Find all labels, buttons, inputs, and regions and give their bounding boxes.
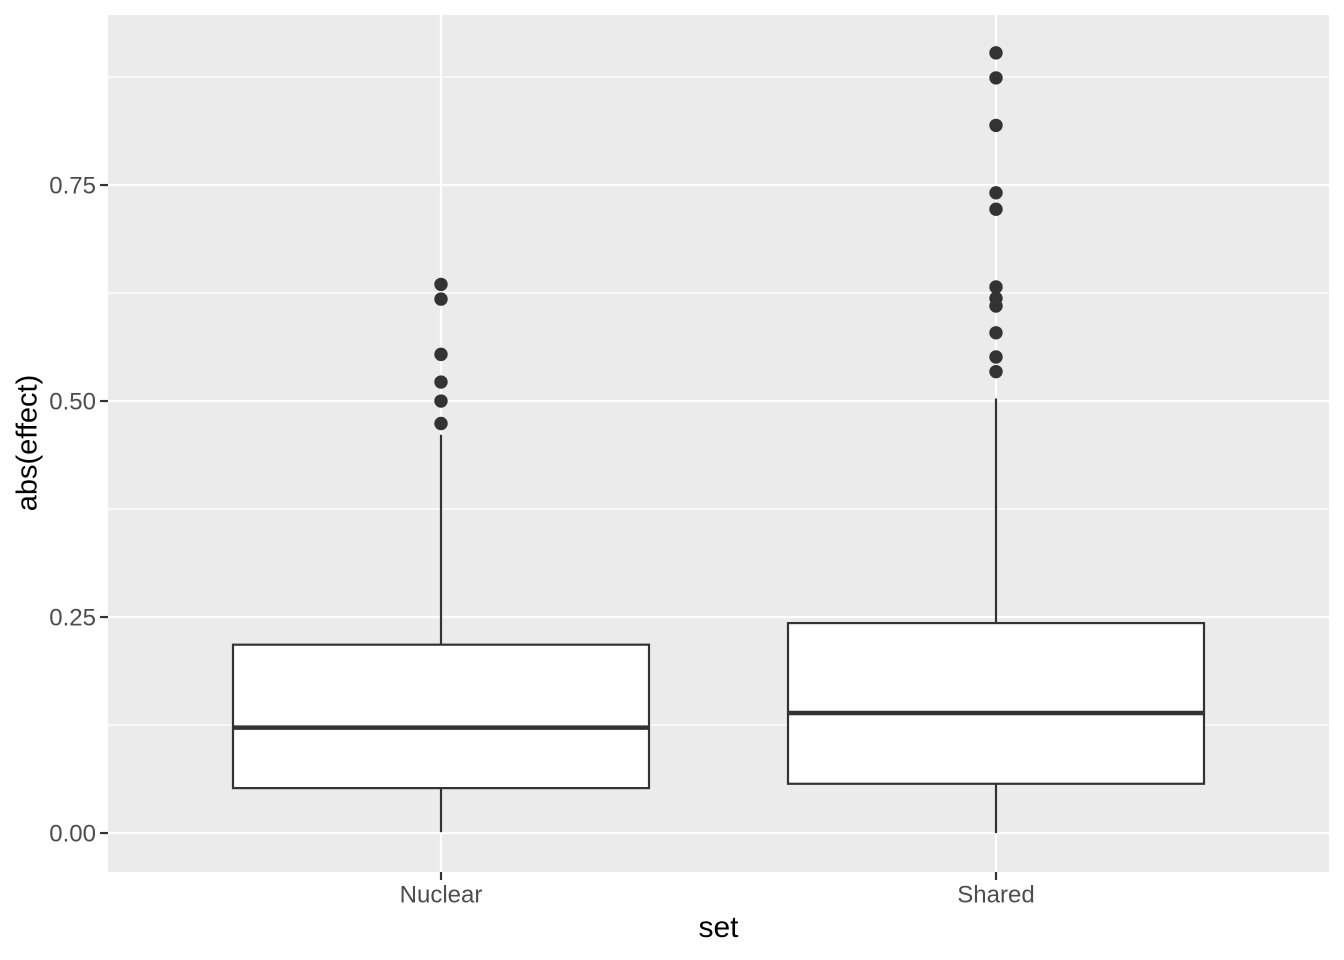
- outlier-point-nuclear: [434, 416, 448, 431]
- outlier-point-shared: [989, 326, 1003, 340]
- outlier-point-shared: [989, 350, 1003, 364]
- outlier-point-shared: [989, 202, 1003, 216]
- outlier-point-nuclear: [434, 347, 448, 362]
- y-axis-title: abs(effect): [11, 374, 44, 512]
- outlier-point-shared: [989, 280, 1003, 294]
- x-tick-label: Nuclear: [400, 882, 483, 909]
- outlier-point-nuclear: [434, 277, 448, 292]
- outlier-point-shared: [989, 364, 1003, 379]
- y-tick-label: 0.25: [49, 605, 96, 632]
- outlier-point-shared: [989, 291, 1003, 305]
- outlier-point-nuclear: [434, 292, 448, 306]
- box-shared: [786, 621, 1206, 785]
- box-nuclear: [231, 643, 651, 790]
- x-axis-title: set: [698, 911, 739, 944]
- y-tick-label: 0.50: [49, 389, 96, 416]
- outlier-point-nuclear: [434, 394, 448, 408]
- outlier-point-nuclear: [434, 375, 448, 389]
- y-tick-label: 0.00: [49, 821, 96, 848]
- outlier-point-shared: [989, 118, 1003, 133]
- x-tick-label: Shared: [957, 882, 1034, 909]
- outlier-point-shared: [989, 186, 1003, 200]
- y-tick-label: 0.75: [49, 173, 96, 200]
- outlier-point-shared: [989, 71, 1003, 85]
- outlier-point-shared: [989, 46, 1003, 60]
